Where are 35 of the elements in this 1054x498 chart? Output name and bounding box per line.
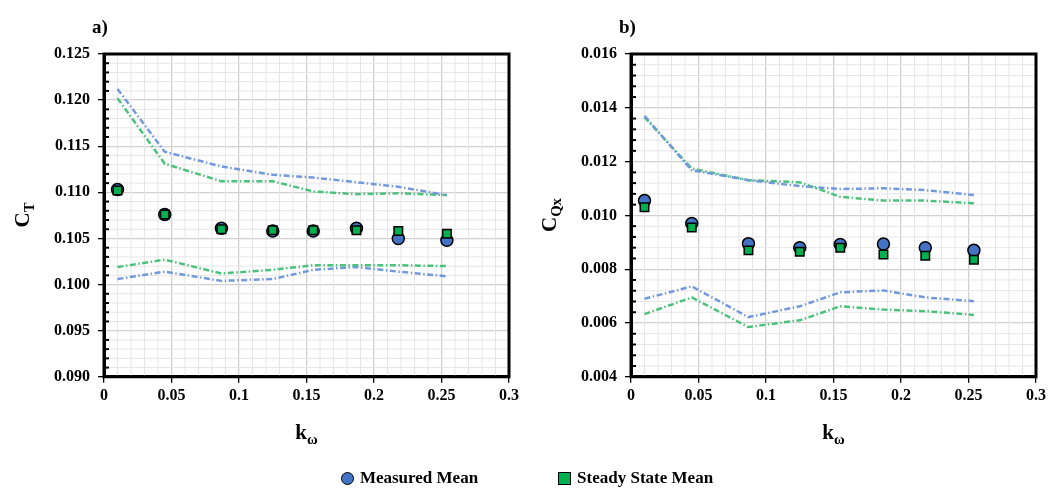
x-axis-title: k$_{ω}$ (822, 420, 845, 449)
x-tick-label: 0.25 (954, 385, 983, 403)
y-tick-label: 0.006 (581, 313, 617, 331)
y-tick-label: 0.095 (54, 320, 90, 338)
legend-label: Measured Mean (359, 468, 479, 488)
x-tick-label: 0.2 (891, 385, 911, 403)
y-tick-label: 0.012 (581, 151, 617, 169)
x-tick-label: 0.05 (157, 385, 186, 403)
x-tick-label: 0.3 (499, 385, 519, 403)
y-tick-label: 0.115 (54, 136, 90, 154)
y-tick-label: 0.010 (581, 205, 617, 223)
x-tick-label: 0.1 (756, 385, 776, 403)
y-tick-label: 0.004 (581, 366, 617, 384)
x-axis-title: k$_{ω}$ (295, 420, 318, 449)
chart-title: b) (619, 16, 636, 38)
x-tick-label: 0 (100, 385, 108, 403)
x-tick-label: 0 (627, 385, 635, 403)
y-tick-label: 0.110 (54, 182, 90, 200)
y-tick-label: 0.014 (581, 97, 617, 115)
x-tick-label: 0.3 (1026, 385, 1046, 403)
legend-label: Steady State Mean (577, 468, 714, 488)
y-tick-label: 0.105 (54, 228, 90, 246)
chart-title: a) (92, 16, 108, 38)
y-tick-label: 0.120 (54, 90, 90, 108)
y-tick-label: 0.100 (54, 274, 90, 292)
x-tick-label: 0.1 (229, 385, 249, 403)
x-tick-label: 0.15 (292, 385, 321, 403)
y-tick-label: 0.090 (54, 366, 90, 384)
x-tick-label: 0.25 (427, 385, 456, 403)
x-tick-label: 0.05 (684, 385, 713, 403)
x-tick-label: 0.15 (819, 385, 848, 403)
y-tick-label: 0.008 (581, 259, 617, 277)
x-tick-label: 0.2 (364, 385, 384, 403)
y-tick-label: 0.125 (54, 44, 90, 62)
y-tick-label: 0.016 (581, 44, 617, 62)
